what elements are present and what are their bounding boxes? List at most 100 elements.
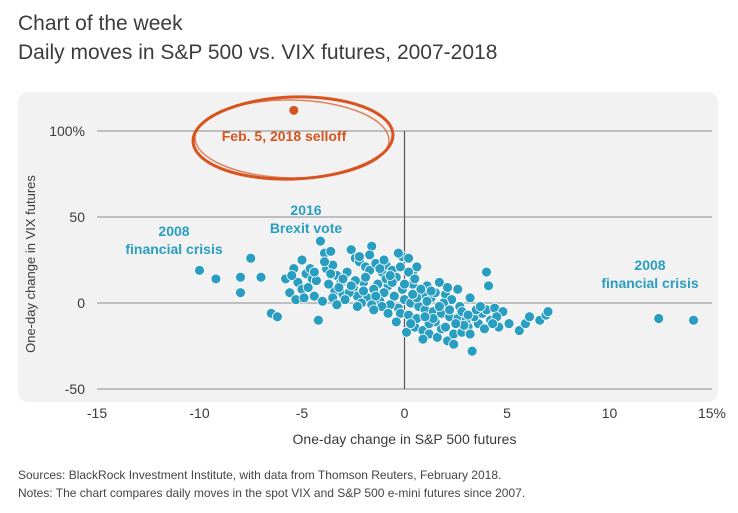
left-crisis-annotation-line1: 2008 — [158, 223, 189, 239]
data-point — [333, 282, 345, 293]
data-point — [317, 295, 328, 307]
data-point — [440, 321, 451, 333]
data-point — [360, 271, 371, 283]
x-tick-label: 10 — [602, 405, 618, 421]
data-point — [312, 314, 324, 326]
x-tick-label: -5 — [296, 405, 309, 421]
data-point — [353, 251, 365, 262]
data-point — [524, 311, 535, 323]
data-point — [403, 252, 415, 264]
notes-note: Notes: The chart compares daily moves in… — [18, 486, 526, 500]
data-point — [345, 244, 357, 256]
data-point — [378, 254, 390, 266]
data-point — [466, 345, 478, 357]
data-point — [368, 304, 380, 316]
data-point — [284, 287, 296, 299]
data-point — [308, 290, 320, 302]
feb5-selloff-point — [289, 105, 299, 115]
data-point — [382, 307, 394, 319]
brexit-annotation-line2: Brexit vote — [270, 220, 343, 236]
data-point — [337, 273, 349, 285]
data-point — [388, 290, 400, 302]
data-point — [392, 247, 404, 259]
data-point — [245, 252, 257, 264]
data-point — [503, 318, 515, 330]
data-point — [235, 287, 246, 299]
y-tick-label: 50 — [69, 209, 85, 225]
data-point — [411, 261, 423, 273]
data-point — [370, 290, 382, 302]
data-point — [358, 285, 369, 297]
data-point — [399, 278, 410, 290]
feb5-annotation: Feb. 5, 2018 selloff — [222, 128, 347, 144]
data-point — [271, 311, 283, 323]
data-point — [331, 299, 343, 311]
sources-note: Sources: BlackRock Investment Institute,… — [18, 468, 502, 482]
y-tick-label: -50 — [65, 381, 85, 397]
data-point — [345, 280, 357, 292]
data-point — [433, 276, 445, 288]
data-point — [474, 301, 486, 312]
right-crisis-annotation-line1: 2008 — [634, 257, 665, 273]
data-point — [452, 283, 464, 295]
left-crisis-annotation-line2: financial crisis — [125, 241, 222, 257]
data-point — [323, 278, 335, 290]
selloff-highlight-ellipse-stroke — [194, 99, 390, 179]
x-tick-label: -15 — [87, 405, 107, 421]
data-point — [255, 271, 267, 283]
data-point — [394, 261, 406, 273]
data-point — [431, 331, 443, 343]
data-point — [417, 333, 429, 345]
data-point — [464, 292, 476, 304]
x-axis-label: One-day change in S&P 500 futures — [293, 431, 517, 447]
data-point — [513, 325, 525, 336]
data-point — [464, 328, 476, 340]
data-point — [325, 245, 337, 257]
x-tick-label: 5 — [503, 405, 511, 421]
data-point — [364, 249, 376, 261]
data-point — [653, 313, 665, 324]
data-point — [433, 301, 445, 312]
x-tick-label: 0 — [401, 405, 409, 421]
data-point — [419, 311, 431, 323]
data-point — [481, 266, 492, 278]
data-point — [448, 338, 460, 350]
data-point — [384, 270, 396, 281]
selloff-highlight-ellipse — [191, 95, 395, 181]
data-point — [688, 314, 699, 326]
data-point — [374, 263, 386, 275]
data-point — [462, 309, 474, 321]
data-point — [194, 264, 205, 276]
data-point — [409, 273, 421, 285]
data-point — [407, 288, 419, 300]
data-point — [339, 294, 351, 305]
data-point — [425, 285, 437, 297]
x-tick-label: 15% — [698, 405, 726, 421]
y-tick-label: 0 — [77, 295, 85, 311]
data-point — [325, 268, 337, 280]
data-point — [479, 323, 490, 335]
data-point — [403, 266, 415, 278]
data-point — [415, 283, 427, 295]
data-point — [315, 235, 326, 247]
data-point — [298, 292, 310, 304]
data-point — [450, 318, 462, 330]
chart-title: Chart of the week — [18, 12, 183, 35]
data-point — [210, 273, 222, 285]
data-point — [487, 318, 499, 330]
data-point — [319, 256, 330, 268]
data-point — [235, 271, 246, 283]
data-point — [442, 282, 453, 293]
brexit-annotation-line1: 2016 — [290, 202, 321, 218]
data-point — [483, 280, 494, 292]
data-point — [542, 306, 554, 318]
data-point — [390, 316, 402, 328]
y-tick-label: 100% — [49, 123, 85, 139]
data-point — [351, 301, 363, 312]
chart-subtitle: Daily moves in S&P 500 vs. VIX futures, … — [18, 41, 498, 64]
data-point — [286, 270, 298, 281]
data-point — [421, 295, 433, 307]
right-crisis-annotation-line2: financial crisis — [601, 275, 698, 291]
data-point — [444, 304, 456, 316]
data-point — [405, 318, 417, 330]
